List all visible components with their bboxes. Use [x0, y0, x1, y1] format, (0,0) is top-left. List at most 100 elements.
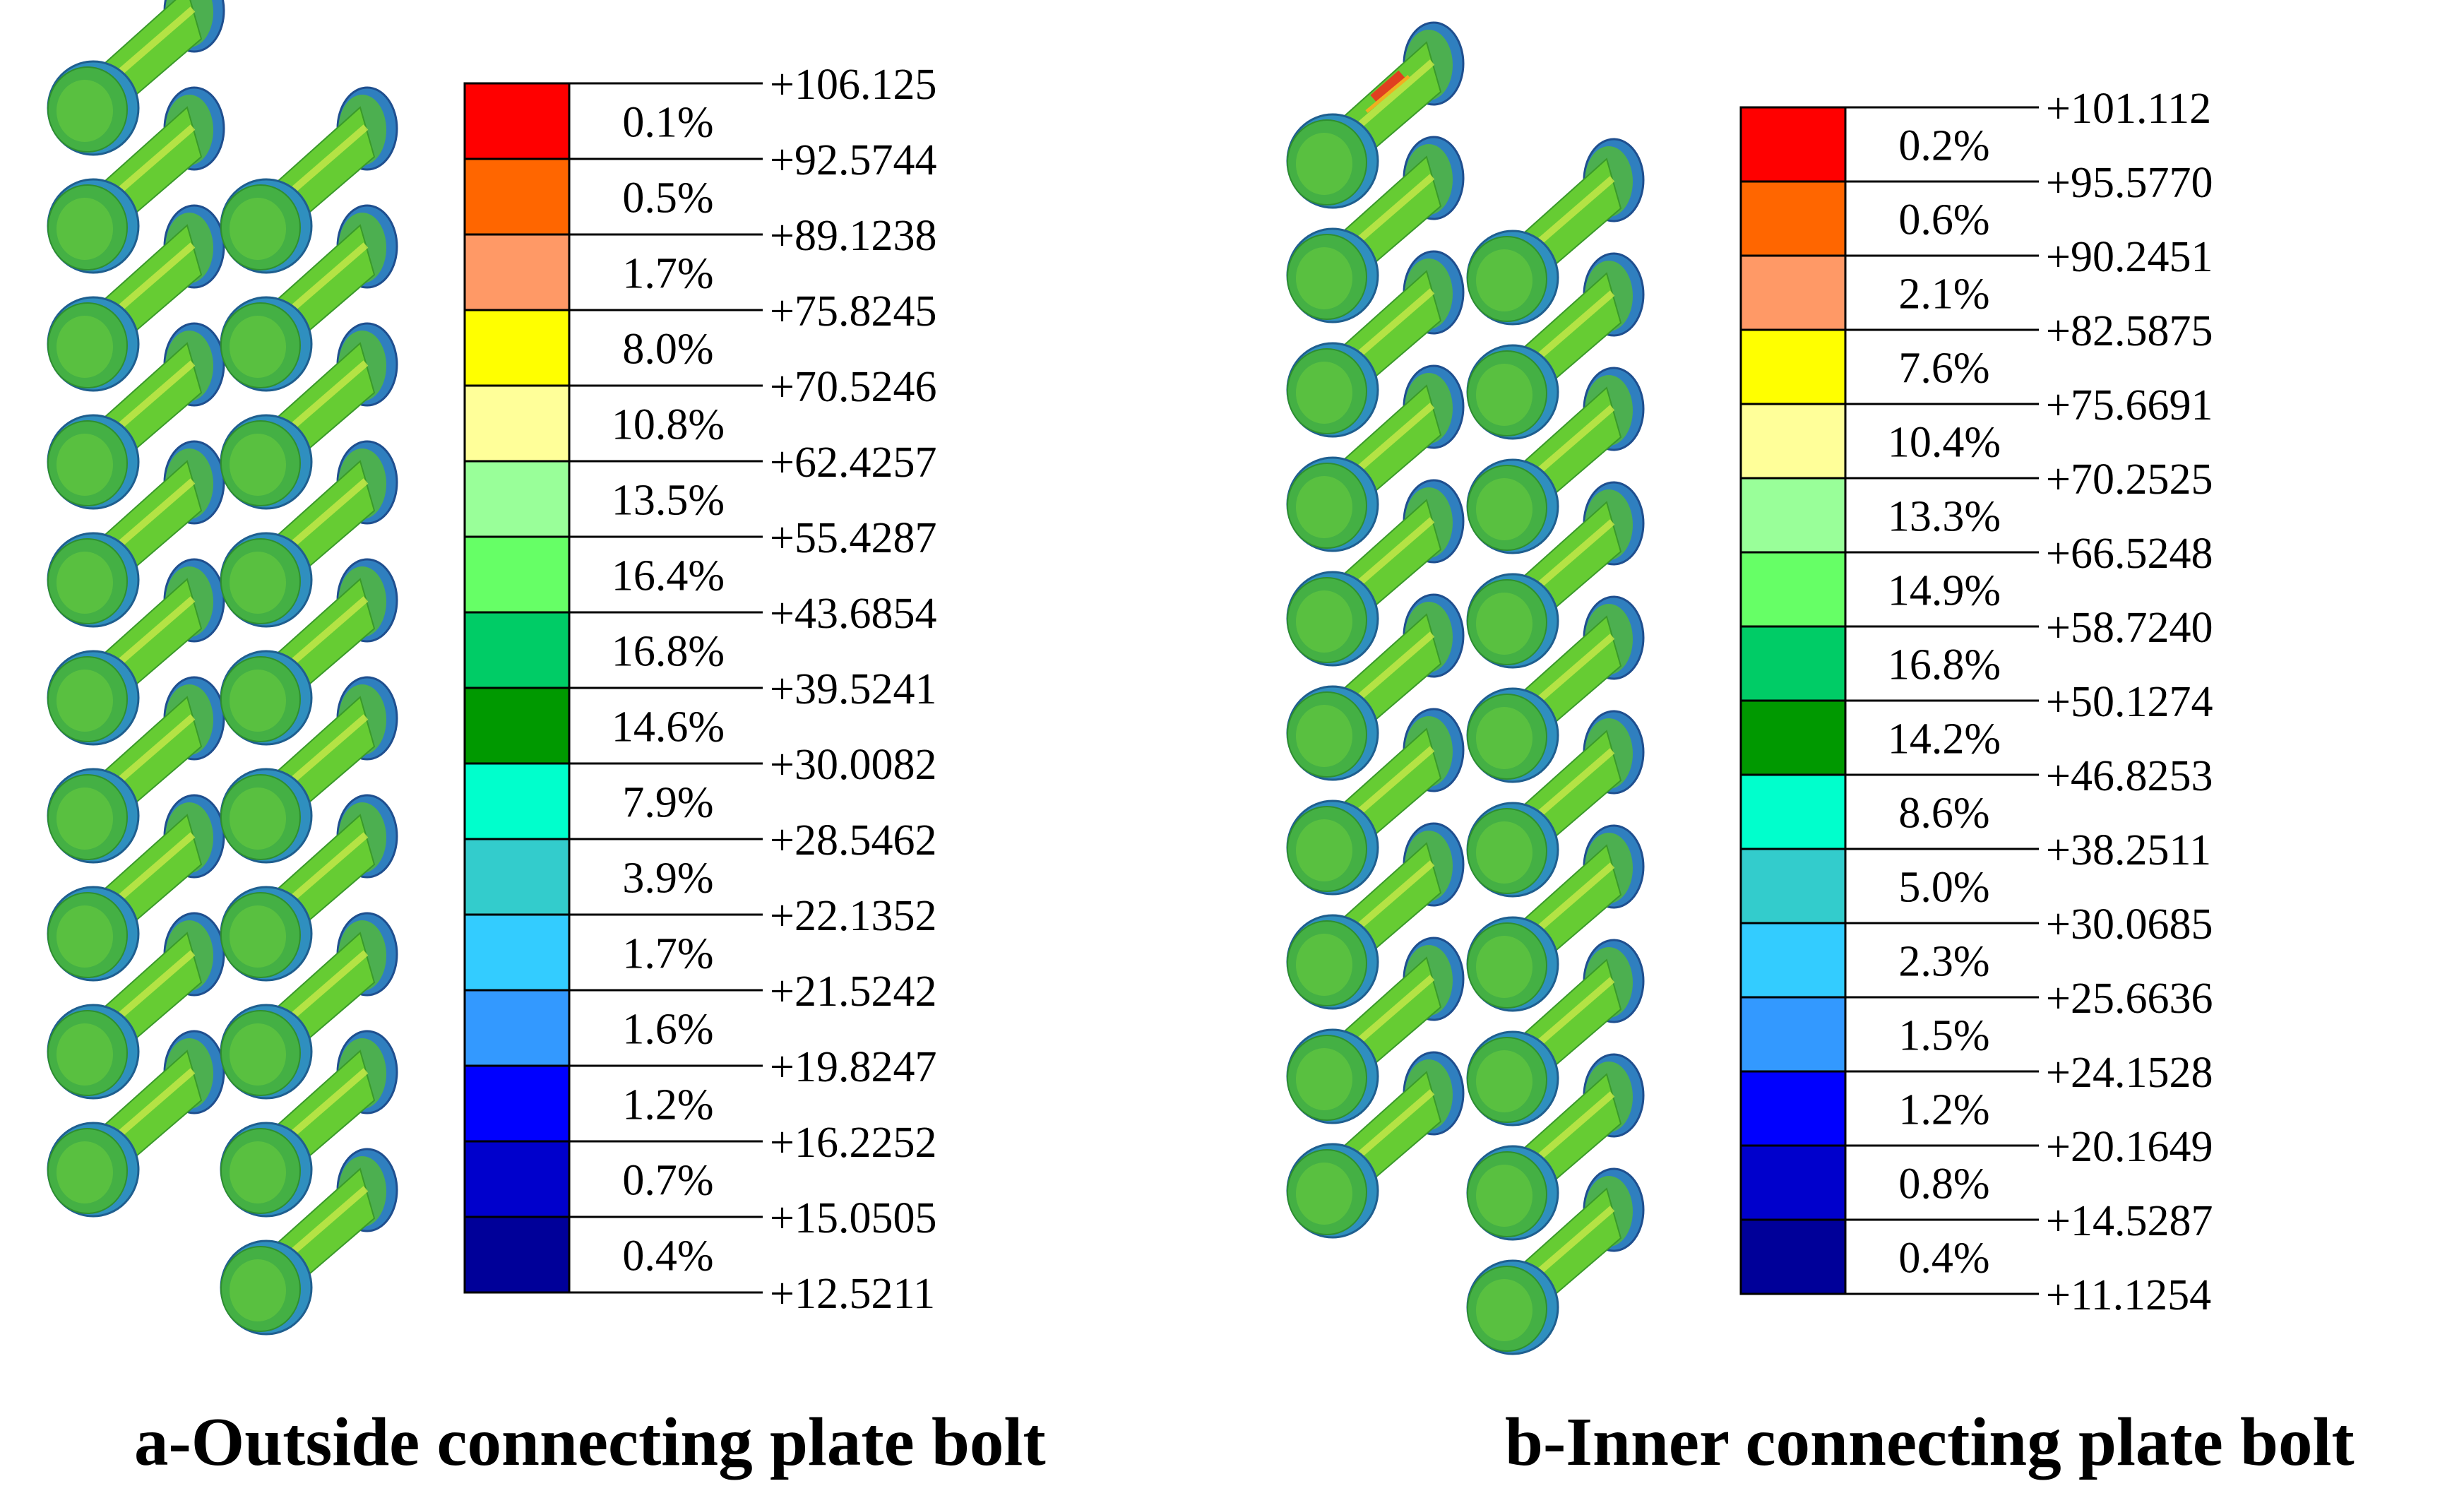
legend-value-label: +89.1238: [770, 212, 936, 260]
bolt-icon: [220, 204, 398, 392]
legend-percentage: 7.9%: [622, 779, 713, 827]
bolt-model-inner: [1286, 21, 1645, 1355]
legend-value-label: +30.0685: [2046, 900, 2213, 949]
bolt-icon: [1466, 1053, 1645, 1241]
legend-percentage: 14.9%: [1888, 567, 2001, 615]
legend-value-label: +21.5242: [770, 968, 936, 1016]
legend-percentage: 1.7%: [622, 930, 713, 978]
legend-value-label: +20.1649: [2046, 1123, 2213, 1171]
panel-inner-bolts: 0.2% 0.6% 2.1% 7.6% 10.4% 13.3% 14.9% 16.8% 14.2…: [1232, 0, 2464, 1498]
legend-percentage: 0.4%: [622, 1232, 713, 1280]
legend-percentage: 0.2%: [1898, 122, 1989, 170]
legend-color-swatch: [463, 82, 571, 160]
legend-value-label: +30.0082: [770, 741, 936, 789]
legend-value-label: +106.125: [770, 61, 936, 109]
legend-color-swatch: [1739, 922, 1847, 999]
panel-outside-bolts: 0.1% 0.5% 1.7% 8.0% 10.8% 13.5% 16.4% 16.8% 14.6…: [47, 0, 1046, 1476]
bolt-icon: [47, 794, 225, 982]
bolt-icon: [47, 322, 225, 510]
bolt-icon: [1466, 481, 1645, 669]
bolt-icon: [47, 1030, 225, 1218]
legend-color-swatch: [1739, 625, 1847, 702]
legend-color-swatch: [1739, 1144, 1847, 1221]
legend-percentage: 1.2%: [1898, 1086, 1989, 1134]
legend-color-swatch: [1739, 1070, 1847, 1147]
legend-color-swatch: [463, 1140, 571, 1218]
legend-value-label: +19.8247: [770, 1043, 936, 1091]
legend-value-label: +25.6636: [2046, 975, 2213, 1023]
bolt-icon: [47, 204, 225, 392]
bolt-icon: [1466, 939, 1645, 1127]
bolt-icon: [1286, 250, 1465, 438]
legend-color-swatch: [1739, 328, 1847, 405]
legend-percentage: 13.5%: [612, 477, 725, 525]
legend-value-label: +82.5875: [2046, 307, 2213, 355]
legend-percentage: 16.8%: [1888, 641, 2001, 689]
stress-legend-outside: 0.1% 0.5% 1.7% 8.0% 10.8% 13.5% 16.4% 16.8% 14.6…: [463, 61, 936, 1318]
bolt-icon: [1466, 710, 1645, 898]
legend-value-label: +28.5462: [770, 816, 936, 864]
bolt-model-outside: [47, 0, 398, 1336]
bolt-icon: [1286, 708, 1465, 896]
legend-percentage: 1.2%: [622, 1081, 713, 1129]
legend-color-swatch: [463, 535, 571, 614]
bolt-icon: [220, 1148, 398, 1336]
legend-value-label: +39.5241: [770, 665, 936, 713]
legend-percentage: 10.4%: [1888, 419, 2001, 467]
bolt-icon: [47, 0, 225, 156]
legend-value-label: +24.1528: [2046, 1049, 2213, 1097]
legend-percentage: 8.6%: [1898, 790, 1989, 838]
legend-value-label: +22.1352: [770, 892, 936, 940]
legend-percentage: 0.8%: [1898, 1160, 1989, 1208]
bolt-icon: [220, 794, 398, 982]
bolt-icon: [220, 86, 398, 274]
legend-percentage: 5.0%: [1898, 864, 1989, 912]
legend-value-label: +101.112: [2046, 85, 2211, 133]
legend-color-swatch: [1739, 699, 1847, 776]
caption-inner: b-Inner connecting plate bolt: [1505, 1404, 2355, 1480]
legend-color-swatch: [1739, 477, 1847, 554]
legend-value-label: +50.1274: [2046, 678, 2213, 726]
legend-color-swatch: [1739, 551, 1847, 628]
legend-percentage: 1.7%: [622, 250, 713, 298]
legend-percentage: 1.6%: [622, 1006, 713, 1054]
bolt-icon: [1466, 824, 1645, 1012]
legend-color-swatch: [1739, 254, 1847, 331]
legend-color-swatch: [463, 989, 571, 1067]
bolt-icon: [220, 322, 398, 510]
bolt-icon: [220, 558, 398, 746]
legend-value-label: +58.7240: [2046, 604, 2213, 652]
legend-value-label: +70.2525: [2046, 456, 2213, 504]
legend-color-swatch: [1739, 106, 1847, 183]
legend-color-swatch: [1739, 848, 1847, 925]
legend-color-swatch: [463, 611, 571, 689]
bolt-icon: [220, 1030, 398, 1218]
legend-value-label: +95.5770: [2046, 159, 2213, 207]
legend-value-label: +75.8245: [770, 287, 936, 335]
legend-color-swatch: [1739, 1218, 1847, 1295]
bolt-icon: [47, 558, 225, 746]
legend-percentage: 0.7%: [622, 1157, 713, 1205]
legend-value-label: +70.5246: [770, 363, 936, 411]
legend-color-swatch: [463, 384, 571, 463]
legend-percentage: 1.5%: [1898, 1012, 1989, 1060]
legend-percentage: 13.3%: [1888, 493, 2001, 541]
legend-percentage: 8.0%: [622, 326, 713, 374]
legend-percentage: 14.2%: [1888, 715, 2001, 763]
bolt-icon: [1286, 593, 1465, 781]
bolt-icon: [47, 676, 225, 864]
legend-color-swatch: [1739, 996, 1847, 1073]
legend-value-label: +15.0505: [770, 1194, 936, 1242]
legend-color-swatch: [463, 157, 571, 236]
bolt-icon: [1466, 595, 1645, 783]
legend-value-label: +14.5287: [2046, 1197, 2213, 1245]
bolt-icon: [1286, 822, 1465, 1010]
legend-percentage: 2.3%: [1898, 938, 1989, 986]
bolt-icon: [1466, 1167, 1645, 1355]
stress-legend-inner: 0.2% 0.6% 2.1% 7.6% 10.4% 13.3% 14.9% 16.8% 14.2…: [1739, 85, 2213, 1319]
legend-value-label: +55.4287: [770, 514, 936, 562]
legend-value-label: +66.5248: [2046, 530, 2213, 578]
bolt-icon: [47, 912, 225, 1100]
legend-percentage: 16.8%: [612, 628, 725, 676]
legend-value-label: +75.6691: [2046, 381, 2213, 429]
